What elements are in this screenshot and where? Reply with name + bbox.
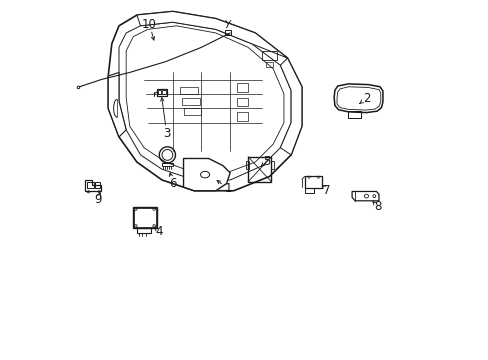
Bar — [133, 207, 156, 228]
Bar — [86, 182, 94, 188]
Text: 10: 10 — [142, 18, 157, 31]
Polygon shape — [85, 180, 101, 191]
Polygon shape — [108, 72, 126, 137]
Bar — [180, 87, 198, 94]
Text: 5: 5 — [263, 155, 270, 168]
Polygon shape — [119, 22, 290, 180]
Bar — [262, 51, 276, 60]
Polygon shape — [351, 192, 378, 201]
Bar — [156, 89, 166, 96]
Polygon shape — [137, 12, 287, 58]
Bar — [348, 111, 360, 118]
Bar — [162, 163, 172, 166]
Polygon shape — [333, 84, 382, 113]
Polygon shape — [336, 87, 380, 110]
Text: 6: 6 — [169, 177, 176, 190]
Bar — [237, 112, 247, 121]
Polygon shape — [280, 58, 301, 155]
Text: 3: 3 — [163, 127, 170, 140]
Bar — [134, 208, 155, 227]
Bar — [246, 161, 249, 168]
Bar — [224, 31, 231, 35]
Text: 7: 7 — [323, 184, 330, 197]
Bar — [265, 62, 273, 67]
Bar — [183, 108, 201, 116]
Text: 9: 9 — [94, 193, 102, 206]
Text: 8: 8 — [373, 201, 381, 213]
Bar — [304, 188, 313, 193]
Bar — [158, 90, 161, 94]
Bar — [304, 176, 321, 188]
Bar — [237, 83, 247, 92]
Polygon shape — [108, 12, 301, 191]
Bar — [237, 98, 247, 107]
Bar — [137, 228, 151, 233]
Bar — [270, 161, 273, 168]
Text: 1: 1 — [224, 183, 232, 195]
Text: 4: 4 — [156, 225, 163, 238]
Bar — [182, 98, 199, 105]
Bar — [162, 90, 165, 94]
Polygon shape — [126, 26, 284, 173]
Text: 2: 2 — [362, 92, 369, 105]
Bar — [247, 157, 271, 182]
Polygon shape — [183, 158, 230, 191]
Bar — [94, 182, 100, 188]
